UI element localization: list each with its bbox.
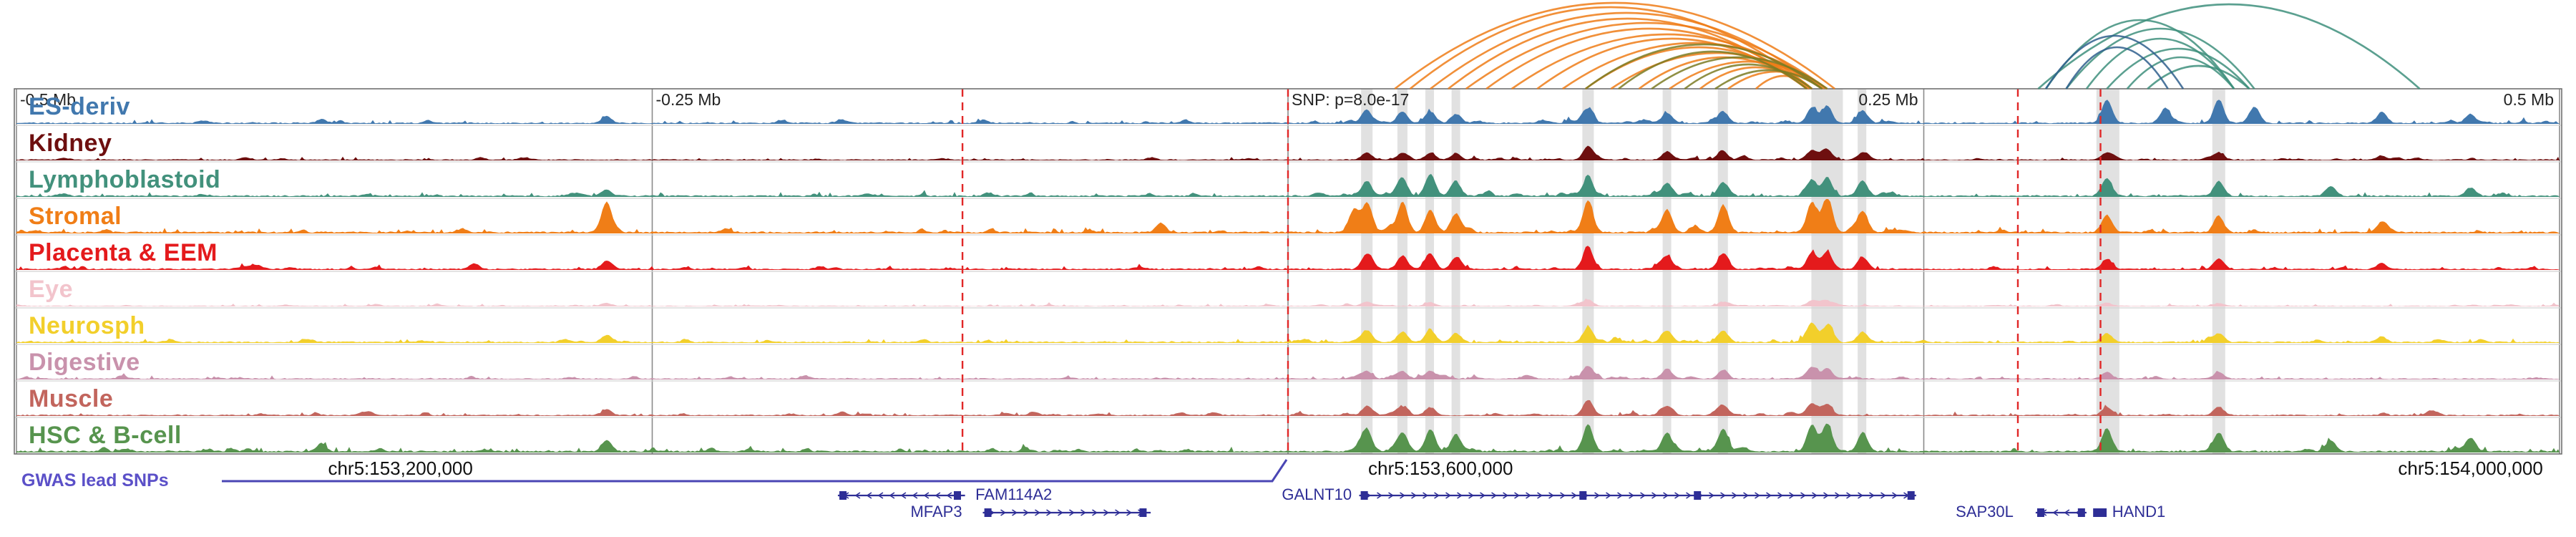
coordinate-label-0: chr5:153,200,000 [328,458,473,479]
gwas-lead-snp-line [222,459,1288,483]
track-signals [16,100,2560,453]
track-label-es-deriv: ES-deriv [29,93,130,120]
track-label-kidney: Kidney [29,130,112,157]
scale-label-0-25-mb: -0.25 Mb [655,90,721,109]
track-label-muscle: Muscle [29,385,114,412]
scale-label-0-25-mb: 0.25 Mb [1858,90,1918,109]
gene-label-mfap3: MFAP3 [910,503,962,521]
gene-label-sap30l: SAP30L [1956,503,2014,521]
scale-label-snp-p-8-0e-17: SNP: p=8.0e-17 [1292,90,1410,109]
gwas-lead-snps-label: GWAS lead SNPs [21,470,169,490]
track-label-digestive: Digestive [29,349,140,376]
signal-eye [16,299,2560,306]
coordinate-label-1: chr5:153,600,000 [1368,458,1513,479]
coordinate-label-2: chr5:154,000,000 [2398,458,2543,479]
gene-label-hand1: HAND1 [2112,503,2166,521]
signal-digestive [16,366,2560,379]
track-label-stromal: Stromal [29,203,122,230]
track-label-lymphoblastoid: Lymphoblastoid [29,166,221,193]
gene-label-galnt10: GALNT10 [1282,485,1352,503]
scale-label-0-5-mb: 0.5 Mb [2503,90,2554,109]
gene-annotations [837,491,2107,517]
scale-label-0-5-mb: -0.5 Mb [20,90,76,109]
interaction-arcs [1394,1,2421,90]
track-label-eye: Eye [29,276,73,303]
track-label-neurosph: Neurosph [29,312,145,339]
snp-dashed-lines [961,89,2102,454]
signal-hsc-b-cell [16,423,2560,453]
track-area-border [14,88,2562,455]
track-label-placenta-eem: Placenta & EEM [29,239,218,266]
track-label-hsc-b-cell: HSC & B-cell [29,422,182,449]
gene-label-fam114a2: FAM114A2 [975,485,1053,503]
